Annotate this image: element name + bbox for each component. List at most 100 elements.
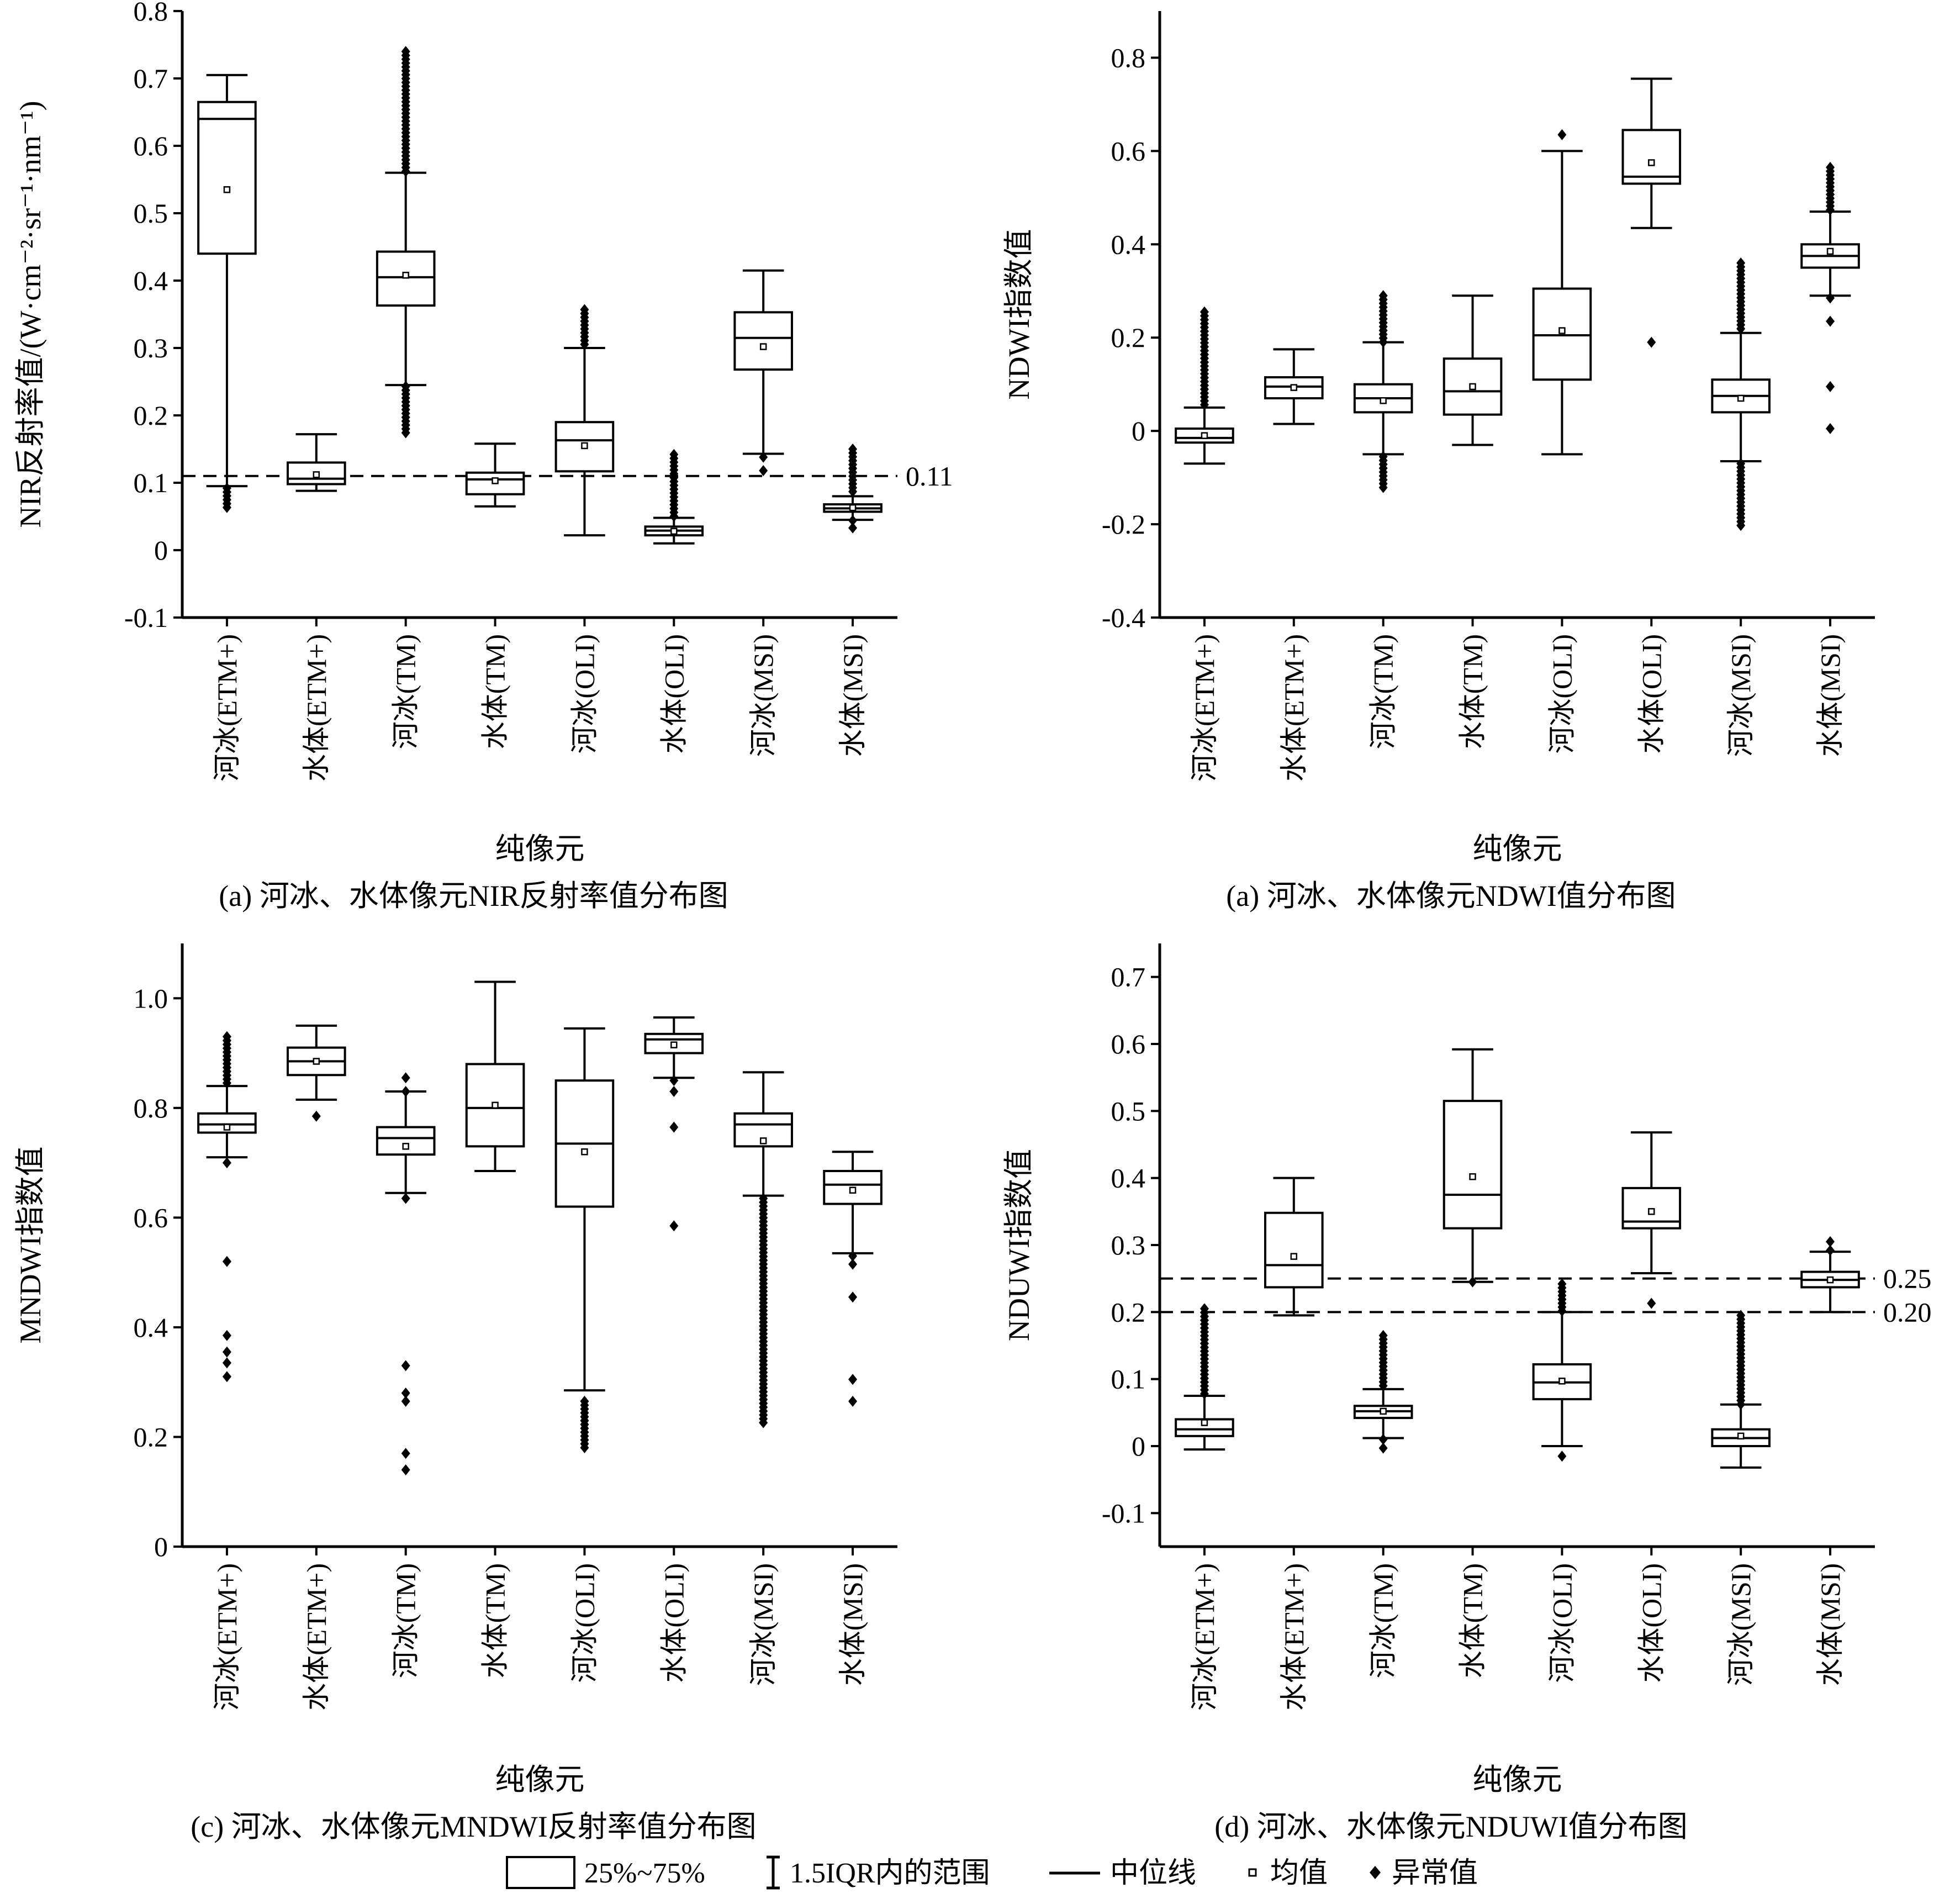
legend-whisker-label: 1.5IQR内的范围 bbox=[790, 1858, 990, 1889]
x-tick-label: 河冰(MSI) bbox=[748, 1563, 779, 1686]
x-axis-label: 纯像元 bbox=[1473, 832, 1562, 866]
panel-nduwi: -0.1 0 0.1 0.2 0.3 0.4 0.5 0.6 0.7 河冰(ETM+) 水体(ETM… bbox=[1002, 943, 1932, 1843]
legend-mean-label: 均值 bbox=[1270, 1858, 1328, 1889]
outlier-high bbox=[1378, 336, 1388, 348]
box-6 bbox=[1711, 1310, 1771, 1469]
x-tick-label: 河冰(MSI) bbox=[1725, 634, 1756, 757]
x-tick-label: 水体(ETM+) bbox=[1278, 1563, 1309, 1711]
x-tick-label: 水体(OLI) bbox=[658, 1563, 689, 1683]
y-tick-label: 0.7 bbox=[1111, 962, 1146, 993]
panel-mndwi: 0 0.2 0.4 0.6 0.8 1.0 河冰(ETM+) 水体(ETM+) 河冰(TM) 水体… bbox=[14, 943, 897, 1843]
outlier-low bbox=[1647, 1298, 1656, 1309]
y-tick-label: 0.6 bbox=[134, 1202, 168, 1233]
legend: 25%~75% 1.5IQR内的范围 中位线 均值 异常值 bbox=[506, 1855, 1478, 1890]
outlier-low bbox=[759, 451, 768, 463]
y-tick-label: 0.8 bbox=[134, 1093, 168, 1124]
x-tick-label: 河冰(MSI) bbox=[1725, 1563, 1756, 1686]
outlier-high bbox=[1736, 323, 1746, 335]
legend-mean-marker bbox=[1248, 1868, 1257, 1877]
outlier-low bbox=[401, 427, 410, 439]
mean-marker bbox=[581, 442, 588, 450]
mean-marker bbox=[1648, 1208, 1655, 1215]
x-tick-label: 河冰(TM) bbox=[390, 1563, 421, 1678]
outlier-low bbox=[311, 1110, 321, 1122]
outlier-low bbox=[848, 522, 858, 534]
outlier-low bbox=[1826, 381, 1835, 392]
mean-marker bbox=[1826, 247, 1834, 255]
panel-caption: (a) 河冰、水体像元NDWI值分布图 bbox=[1226, 879, 1676, 913]
outlier-low bbox=[1378, 1433, 1388, 1445]
box-0 bbox=[1175, 1303, 1234, 1451]
y-tick-label: 0.6 bbox=[1111, 135, 1146, 166]
box-1 bbox=[1264, 348, 1324, 425]
x-tick-label: 水体(MSI) bbox=[1815, 634, 1846, 757]
y-tick-label: 0.5 bbox=[134, 198, 168, 229]
x-tick-label: 河冰(OLI) bbox=[569, 634, 600, 754]
mean-marker bbox=[670, 528, 678, 535]
y-tick-label: 0.2 bbox=[134, 400, 168, 431]
mean-marker bbox=[759, 1137, 767, 1144]
mean-marker bbox=[1737, 394, 1745, 402]
outlier-high bbox=[222, 1077, 231, 1089]
mean-marker bbox=[1380, 397, 1387, 404]
box-4 bbox=[1532, 129, 1592, 456]
outlier-low bbox=[401, 1360, 410, 1372]
mean-marker bbox=[759, 343, 767, 350]
outlier-low bbox=[759, 465, 768, 477]
box-2 bbox=[376, 46, 436, 439]
panel-caption: (d) 河冰、水体像元NDUWI值分布图 bbox=[1214, 1810, 1687, 1843]
box-4 bbox=[554, 304, 615, 537]
box-2 bbox=[1353, 290, 1413, 493]
box-0 bbox=[1175, 306, 1234, 465]
outlier-low bbox=[401, 1395, 410, 1407]
y-tick-label: 0.6 bbox=[134, 130, 168, 161]
box-7 bbox=[1800, 161, 1860, 434]
mean-marker bbox=[1201, 1419, 1208, 1426]
x-tick-label: 水体(TM) bbox=[480, 1563, 511, 1678]
x-tick-label: 河冰(OLI) bbox=[1546, 634, 1577, 754]
mean-marker bbox=[670, 1041, 678, 1048]
reference-line-label: 0.25 bbox=[1883, 1263, 1932, 1294]
outlier-low bbox=[1826, 292, 1835, 304]
y-tick-label: -0.1 bbox=[124, 602, 168, 633]
outlier-high bbox=[1826, 204, 1835, 215]
box-1 bbox=[1264, 1177, 1324, 1317]
outlier-low bbox=[848, 1250, 858, 1262]
box-5 bbox=[1621, 77, 1682, 348]
box-0 bbox=[197, 1031, 257, 1383]
iqr-box bbox=[1175, 1418, 1234, 1437]
x-tick-label: 水体(TM) bbox=[1457, 634, 1488, 749]
outlier-low bbox=[401, 1448, 410, 1459]
outlier-low bbox=[669, 1075, 679, 1087]
outlier-low bbox=[848, 1291, 858, 1303]
y-tick-label: 0.1 bbox=[134, 467, 168, 498]
outlier-low bbox=[669, 1121, 679, 1133]
x-tick-label: 水体(ETM+) bbox=[301, 634, 332, 782]
y-tick-label: 0 bbox=[1132, 415, 1145, 446]
x-tick-label: 水体(TM) bbox=[1457, 1563, 1488, 1678]
y-tick-label: 0.4 bbox=[1111, 1163, 1146, 1194]
x-axis-label: 纯像元 bbox=[495, 1763, 585, 1796]
box-5 bbox=[644, 1016, 704, 1232]
y-axis-label: NDWI指数值 bbox=[1002, 229, 1035, 400]
y-tick-label: 0.4 bbox=[134, 265, 168, 296]
x-tick-label: 水体(ETM+) bbox=[301, 1563, 332, 1711]
box-6 bbox=[733, 269, 793, 477]
outlier-high bbox=[1826, 1236, 1835, 1247]
mean-marker bbox=[581, 1148, 588, 1156]
y-tick-label: 0.3 bbox=[1111, 1230, 1146, 1260]
outlier-high bbox=[401, 1086, 410, 1098]
outlier-low bbox=[848, 1258, 858, 1270]
x-tick-label: 河冰(ETM+) bbox=[212, 634, 242, 782]
x-tick-label: 水体(MSI) bbox=[837, 1563, 868, 1686]
outlier-low bbox=[1378, 482, 1388, 493]
mean-marker bbox=[1826, 1276, 1834, 1284]
y-tick-label: 0 bbox=[1132, 1431, 1145, 1462]
mean-marker bbox=[1380, 1407, 1387, 1415]
y-tick-label: 0.8 bbox=[134, 0, 168, 27]
y-tick-label: -0.4 bbox=[1102, 602, 1145, 633]
y-tick-label: 1.0 bbox=[134, 983, 168, 1014]
box-7 bbox=[823, 444, 883, 534]
box-1 bbox=[287, 433, 346, 492]
y-tick-label: 0.2 bbox=[134, 1421, 168, 1452]
